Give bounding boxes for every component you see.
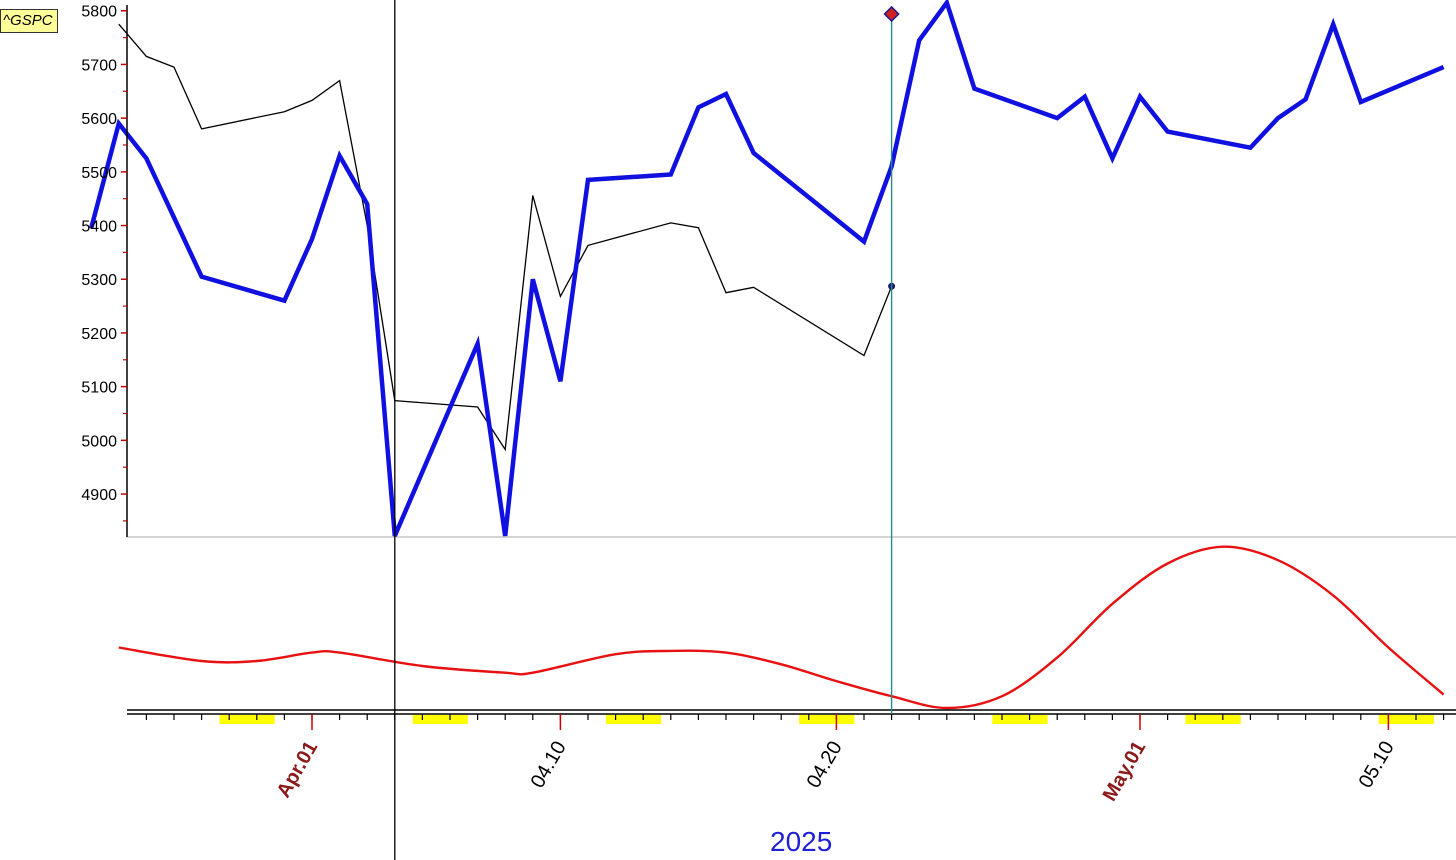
- y-tick-label: 5500: [81, 165, 117, 182]
- cursor-overlays: [394, 0, 900, 860]
- ticker-badge[interactable]: ^GSPC: [0, 9, 58, 33]
- y-tick-label: 5200: [81, 326, 117, 343]
- y-tick-label: 5100: [81, 380, 117, 397]
- date-cursor-marker: [883, 5, 900, 23]
- price-pane: [89, 0, 1456, 538]
- year-label: 2025: [770, 826, 833, 857]
- weekend-highlight-bar: [412, 715, 468, 724]
- x-tick-label: Apr.01: [273, 738, 323, 802]
- y-tick-label: 4900: [81, 487, 117, 504]
- weekend-highlight-bar: [219, 715, 275, 724]
- y-axis: 5800 5700 5600 5500 5400 5300 5200 5100 5000 4900: [81, 4, 128, 537]
- weekend-highlight-bar: [1378, 715, 1434, 724]
- price-series-line: [89, 0, 1445, 537]
- weekend-highlight-bar: [1185, 715, 1241, 724]
- x-tick-label: 04.20: [803, 738, 847, 792]
- x-tick-label: 04.10: [527, 738, 571, 792]
- y-tick-label: 5600: [81, 111, 117, 128]
- oscillator-line: [118, 545, 1445, 710]
- y-tick-label: 5800: [81, 4, 117, 21]
- oscillator-pane: [118, 545, 1445, 710]
- reference-series-line: [118, 23, 893, 452]
- x-tick-label: May.01: [1099, 738, 1151, 805]
- y-tick-label: 5700: [81, 57, 117, 74]
- y-tick-label: 5300: [81, 272, 117, 289]
- x-axis: Apr.01 04.10 04.20 May.01 05.10: [127, 709, 1456, 805]
- x-tick-label: 05.10: [1355, 738, 1399, 792]
- y-tick-label: 5000: [81, 433, 117, 450]
- weekend-highlight-bar: [799, 715, 855, 724]
- weekend-highlight-bar: [605, 715, 662, 724]
- y-tick-label: 5400: [81, 219, 117, 236]
- weekend-highlight-bar: [992, 715, 1048, 724]
